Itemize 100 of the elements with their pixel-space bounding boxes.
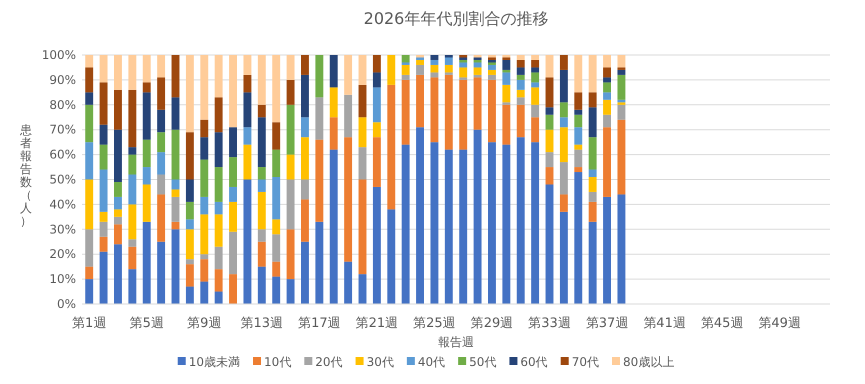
bar: [603, 114, 611, 128]
bar: [358, 274, 366, 304]
bar: [272, 122, 280, 150]
bar: [430, 142, 438, 304]
x-tick-label: 第9週: [187, 316, 222, 331]
bar: [372, 137, 381, 187]
bar: [114, 55, 122, 90]
bar: [516, 55, 525, 60]
bar: [286, 279, 295, 304]
legend-label: 10代: [264, 355, 292, 369]
bar: [430, 72, 438, 78]
y-tick-label: 70%: [49, 122, 76, 137]
bar: [114, 209, 122, 217]
bar: [301, 117, 309, 138]
legend-label: 20代: [315, 355, 343, 369]
bar: [617, 55, 626, 68]
bar: [531, 142, 540, 304]
bar: [142, 55, 151, 82]
bar: [172, 97, 180, 130]
bar: [172, 222, 180, 230]
bar: [402, 64, 410, 75]
bar: [157, 152, 166, 175]
bar: [243, 74, 252, 92]
bar: [531, 60, 540, 68]
bar: [214, 167, 223, 202]
bar: [272, 150, 280, 178]
bar: [474, 60, 482, 62]
bar: [574, 114, 582, 128]
bar: [229, 202, 237, 232]
bar: [157, 194, 166, 242]
bar: [488, 60, 496, 62]
bar: [330, 55, 338, 88]
bar: [531, 55, 540, 60]
x-axis-title: 報告週: [438, 335, 474, 349]
bar: [358, 180, 366, 274]
bar: [574, 150, 582, 168]
bar: [531, 117, 540, 142]
bar: [430, 60, 438, 65]
bar: [416, 74, 424, 128]
bar: [243, 144, 252, 180]
bar: [344, 137, 352, 262]
bar: [603, 82, 611, 92]
bar: [100, 124, 108, 145]
bar: [588, 55, 597, 92]
bar: [172, 130, 180, 180]
bar: [588, 202, 597, 222]
x-tick-label: 第33週: [528, 316, 571, 331]
bar: [474, 74, 482, 78]
bar: [100, 144, 108, 170]
bar: [286, 104, 295, 155]
legend-label: 10歳未満: [188, 355, 240, 369]
bar: [502, 60, 510, 70]
bar: [114, 182, 122, 197]
bar: [459, 77, 468, 80]
bar: [229, 232, 237, 274]
bar: [114, 196, 122, 210]
bar: [200, 259, 208, 282]
bar: [387, 209, 396, 304]
bar: [574, 144, 582, 150]
bar: [574, 110, 582, 115]
legend-label: 30代: [366, 355, 394, 369]
bar: [588, 177, 597, 192]
bar: [172, 180, 180, 190]
legend-label: 50代: [469, 355, 496, 369]
bar: [214, 214, 223, 247]
bar: [560, 127, 568, 162]
bar: [617, 70, 626, 75]
bar: [574, 92, 582, 110]
bar: [243, 55, 252, 75]
bar: [243, 127, 252, 145]
bar: [229, 274, 237, 304]
bar: [516, 67, 525, 75]
bar: [315, 140, 324, 222]
bar: [272, 234, 280, 262]
bar: [157, 174, 166, 194]
bar: [502, 102, 510, 105]
bar: [142, 184, 151, 222]
bar: [114, 216, 122, 224]
bar: [258, 242, 266, 267]
bar: [488, 74, 496, 80]
bar: [531, 67, 540, 72]
bar: [560, 70, 568, 102]
bar: [488, 57, 496, 60]
bar: [214, 132, 223, 168]
bar: [488, 64, 496, 70]
bar: [85, 67, 94, 92]
bar: [416, 60, 424, 65]
bar: [516, 74, 525, 80]
bar: [186, 259, 194, 264]
bar: [488, 70, 496, 75]
bar: [502, 144, 510, 304]
bar: [546, 114, 554, 130]
legend-label: 40代: [418, 355, 446, 369]
bar: [387, 84, 396, 210]
bar: [474, 67, 482, 75]
y-tick-label: 80%: [49, 98, 76, 112]
bar: [617, 74, 626, 100]
bar: [444, 74, 453, 150]
bar: [588, 107, 597, 138]
bar: [560, 194, 568, 212]
